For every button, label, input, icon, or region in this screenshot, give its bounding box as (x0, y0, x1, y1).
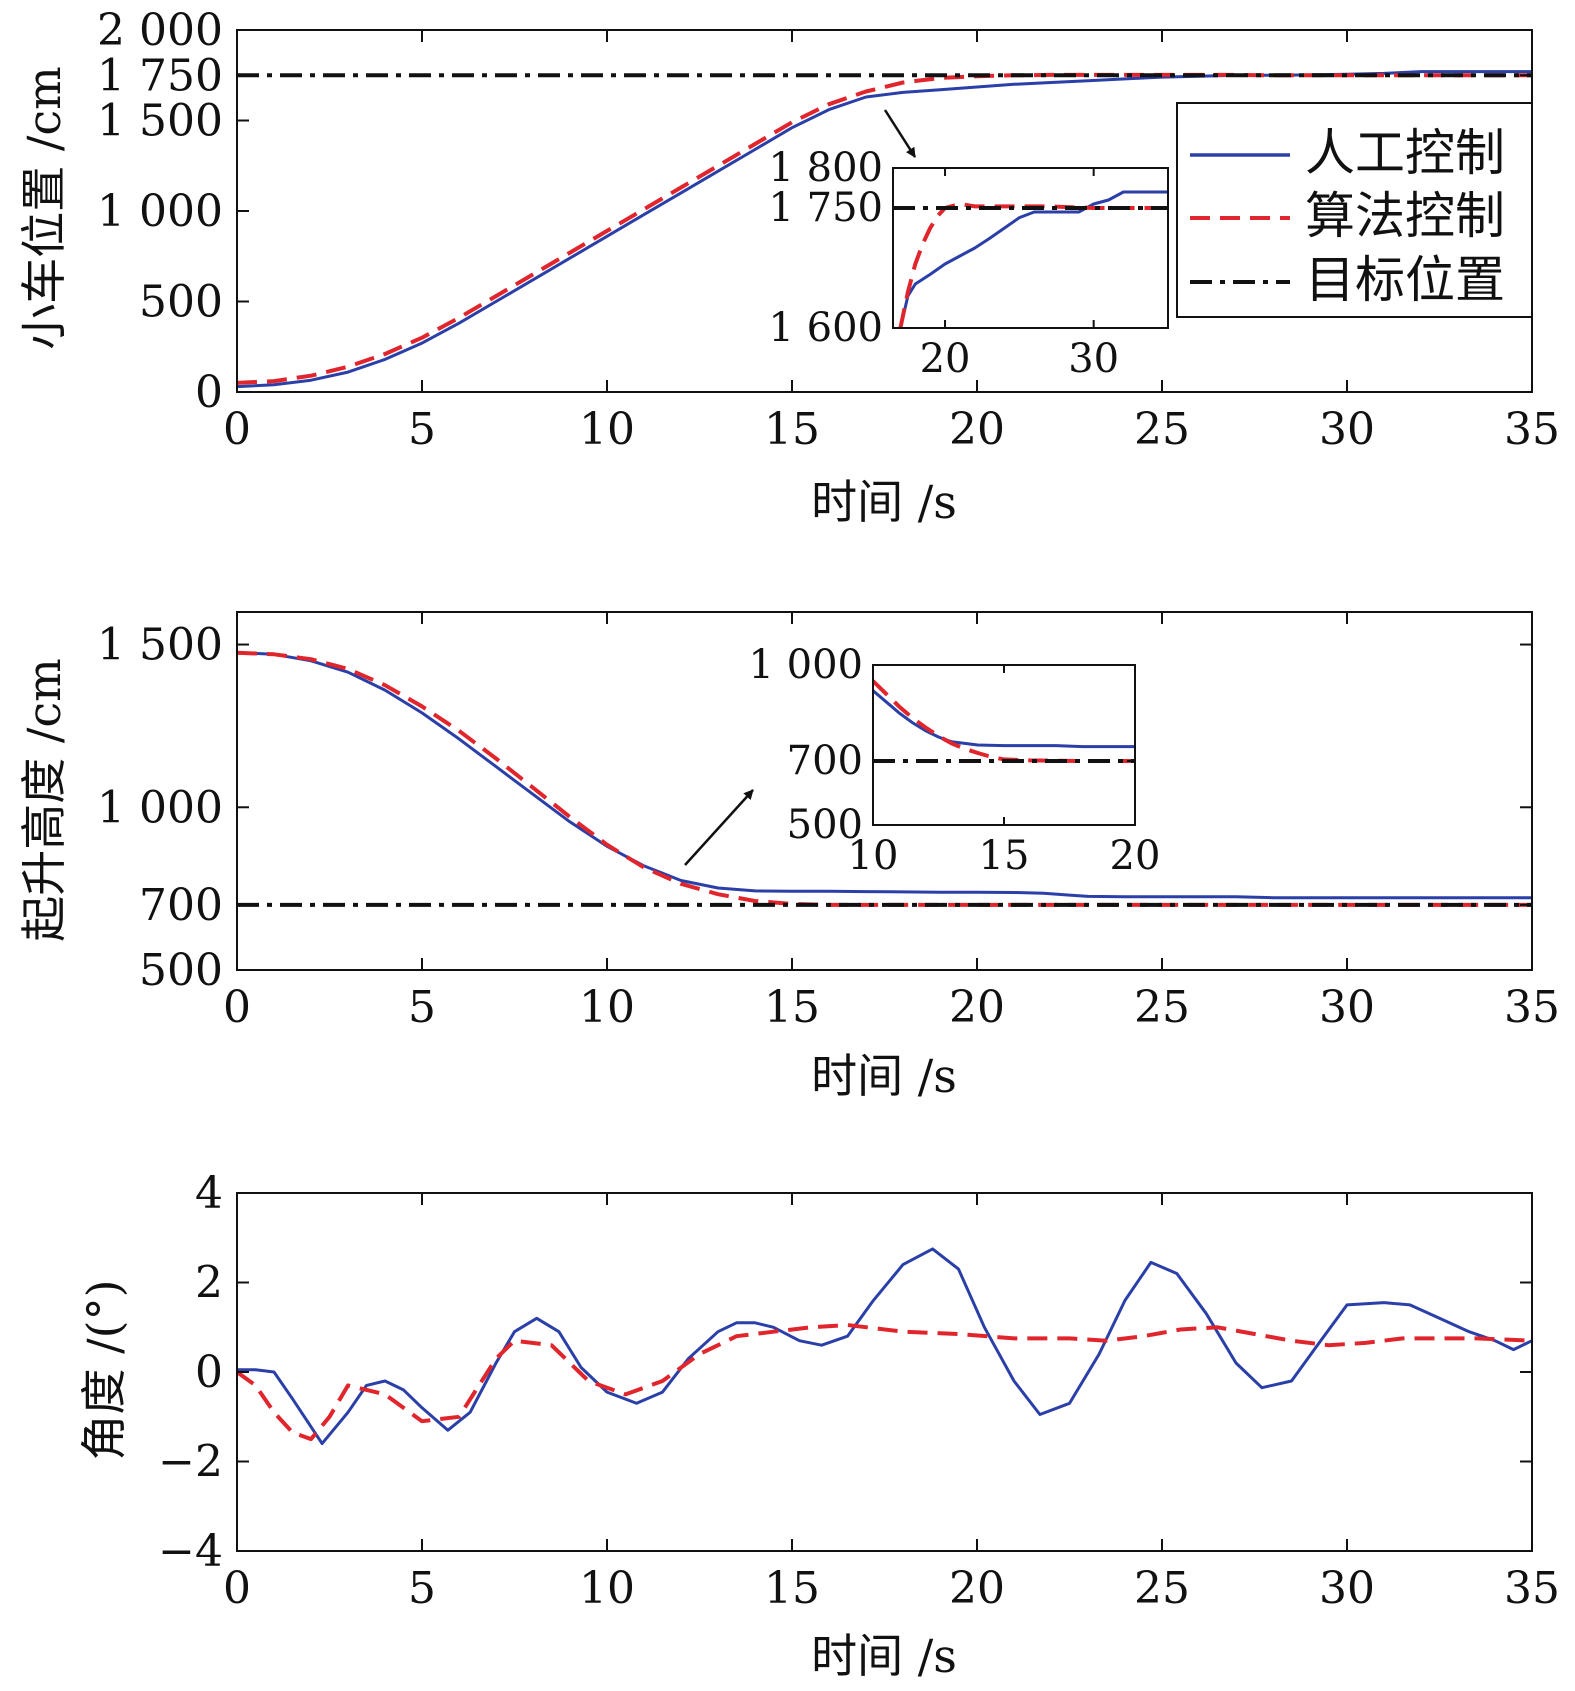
panel3-ytick-label: 2 (195, 1258, 223, 1309)
panel3-xtick-label: 5 (408, 1563, 436, 1614)
panel3-ytick-label: 0 (195, 1347, 223, 1398)
legend-manual-label: 人工控制 (1305, 124, 1505, 182)
panel2-xtick-label: 35 (1504, 982, 1560, 1033)
panel1-xtick-label: 5 (408, 404, 436, 455)
panel2-zoom-arrow (684, 789, 754, 866)
panel1-xtick-label: 30 (1319, 404, 1375, 455)
panel1-xtick-label: 35 (1504, 404, 1560, 455)
panel2-inset-frame (872, 664, 1136, 826)
panel2-xtick-label: 20 (949, 982, 1005, 1033)
panel2-frame (236, 611, 1533, 971)
panel1-xtick-label: 20 (949, 404, 1005, 455)
panel2-xtick-label: 30 (1319, 982, 1375, 1033)
panel3-ylabel: 角度 /(°) (77, 1279, 131, 1460)
panel3-xtick-label: 15 (764, 1563, 820, 1614)
legend: 人工控制 算法控制 目标位置 (1176, 102, 1533, 318)
panel3-xtick-label: 20 (949, 1563, 1005, 1614)
panel2-inset-algorithm-line (873, 679, 1135, 763)
panel1-xtick-label: 15 (764, 404, 820, 455)
panel3-manual-line (237, 1247, 1533, 1446)
panel2-inset-ytick-label: 700 (787, 738, 863, 784)
panel1-inset-frame (892, 167, 1169, 329)
panel3-ytick-label: −4 (158, 1526, 223, 1577)
panel3-xtick-label: 10 (579, 1563, 635, 1614)
panel-swing-angle: 角度 /(°) 时间 /s 0 5 10 15 20 25 30 35 −4 −2 0 2 4 (77, 1168, 1560, 1683)
panel2-inset-xtick-label: 10 (848, 833, 899, 879)
panel2-ytick-label: 1 500 (97, 620, 223, 671)
panel1-ytick-label: 1 750 (97, 50, 223, 101)
panel3-xtick-label: 30 (1319, 1563, 1375, 1614)
panel1-ytick-label: 0 (195, 367, 223, 418)
panel2-xtick-label: 15 (764, 982, 820, 1033)
panel1-inset-ytick-label: 1 750 (768, 185, 883, 231)
panel1-ytick-label: 1 000 (97, 186, 223, 237)
panel2-xlabel: 时间 /s (811, 1049, 957, 1103)
panel2-inset-xtick-label: 15 (979, 833, 1030, 879)
panel2-manual-line (236, 651, 1532, 900)
panel1-inset-xtick-label: 30 (1068, 336, 1119, 382)
panel2-xtick-label: 5 (408, 982, 436, 1033)
panel1-ytick-label: 500 (139, 277, 223, 328)
panel1-inset-xtick-label: 20 (920, 336, 971, 382)
panel3-xlabel: 时间 /s (811, 1629, 957, 1683)
panel1-zoom-arrow (883, 109, 917, 158)
panel2-inset-manual-line (873, 689, 1135, 749)
panel1-xtick-label: 0 (223, 404, 251, 455)
panel3-xtick-label: 0 (223, 1563, 251, 1614)
panel1-xtick-label: 25 (1134, 404, 1190, 455)
panel3-ytick-label: 4 (195, 1168, 223, 1219)
panel2-xtick-label: 0 (223, 982, 251, 1033)
panel2-ylabel: 起升高度 /cm (17, 658, 71, 942)
panel1-xtick-label: 10 (579, 404, 635, 455)
panel1-ytick-label: 2 000 (97, 5, 223, 56)
panel2-xtick-label: 10 (579, 982, 635, 1033)
panel2-ytick-label: 1 000 (97, 782, 223, 833)
panel3-ytick-label: −2 (158, 1437, 223, 1488)
panel1-inset-ytick-label: 1 800 (768, 145, 883, 191)
panel1-inset-algorithm-line (898, 202, 1168, 328)
panel1-ytick-label: 1 500 (97, 96, 223, 147)
panel3-algorithm-line (235, 1323, 1533, 1442)
panel3-xtick-label: 35 (1504, 1563, 1560, 1614)
panel2-ytick-label: 500 (139, 945, 223, 996)
panel2-inset-ytick-label: 1 000 (748, 642, 863, 688)
panel-hoist-height: 起升高度 /cm 时间 /s 0 5 10 15 20 25 30 35 500 700 1 000… (17, 611, 1560, 1103)
panel1-ylabel: 小车位置 /cm (17, 66, 71, 350)
panel1-xlabel: 时间 /s (811, 475, 957, 529)
panel2-inset: 10 15 20 500 700 1 000 (748, 642, 1160, 879)
panel2-inset-xtick-label: 20 (1110, 833, 1161, 879)
panel2-inset-ytick-label: 500 (787, 802, 863, 848)
panel-trolley-position: 小车位置 /cm 时间 /s 0 5 10 15 20 25 30 35 0 500 1 000 1 … (17, 5, 1560, 529)
legend-target-label: 目标位置 (1305, 251, 1505, 309)
legend-algorithm-label: 算法控制 (1305, 187, 1505, 245)
panel1-inset-manual-line (898, 190, 1168, 328)
panel3-xtick-label: 25 (1134, 1563, 1190, 1614)
panel2-xtick-label: 25 (1134, 982, 1190, 1033)
panel2-ytick-label: 700 (139, 880, 223, 931)
panel1-inset-ytick-label: 1 600 (768, 305, 883, 351)
panel3-frame (236, 1192, 1533, 1552)
